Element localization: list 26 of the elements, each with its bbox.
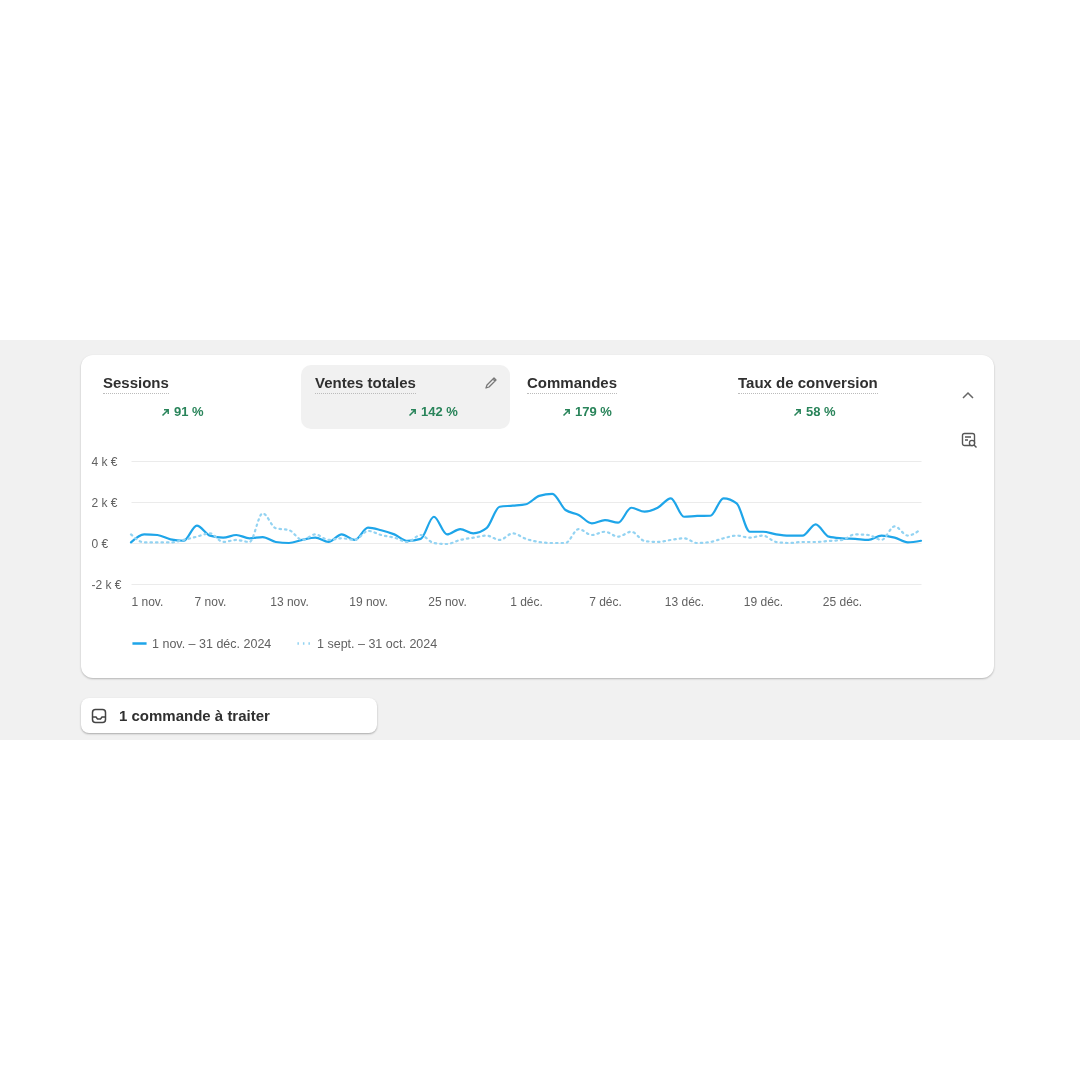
text: 58 % (806, 404, 836, 419)
y-tick-label: 4 k € (91, 454, 118, 469)
line-series (129, 492, 923, 545)
x-tick-label: 13 déc. (664, 594, 705, 609)
text: 1 commande à traiter (119, 707, 270, 724)
text: 91 % (174, 404, 204, 419)
x-tick-label: 19 nov. (349, 594, 388, 609)
x-tick-label: 25 nov. (428, 594, 467, 609)
text: Commandes (527, 374, 618, 394)
y-tick-label: 0 € (91, 536, 109, 551)
y-tick-label: -2 k € (91, 577, 122, 592)
x-tick-label: 7 nov. (194, 594, 227, 609)
legend-label: 1 sept. – 31 oct. 2024 (317, 636, 438, 651)
text: Ventes totales (315, 374, 416, 394)
text: Sessions (103, 374, 169, 394)
x-tick-label: 1 déc. (510, 594, 543, 609)
legend-label: 1 nov. – 31 déc. 2024 (152, 636, 272, 651)
x-tick-label: 13 nov. (270, 594, 309, 609)
y-tick-label: 2 k € (91, 495, 118, 510)
x-tick-label: 7 déc. (589, 594, 622, 609)
text: Taux de conversion (738, 374, 878, 394)
x-tick-label: 1 nov. (131, 594, 164, 609)
text: 179 % (575, 404, 612, 419)
x-tick-label: 19 déc. (743, 594, 784, 609)
x-tick-label: 25 déc. (822, 594, 863, 609)
text: 142 % (421, 404, 458, 419)
